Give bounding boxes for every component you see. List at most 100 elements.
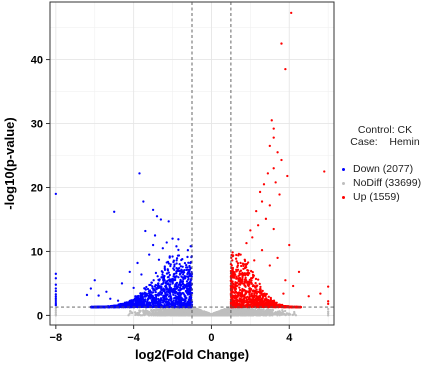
point-down [97,294,100,297]
point-down [152,301,155,304]
point-down [163,268,167,271]
point-nodiff [134,311,137,315]
point-nodiff [174,307,177,311]
point-nodiff [147,313,150,317]
point-up [245,290,248,293]
point-nodiff [265,313,269,317]
point-down [159,218,163,221]
point-nodiff [183,310,186,313]
point-down [120,303,124,306]
point-down [164,285,167,288]
point-nodiff [242,308,245,311]
point-down [178,273,182,276]
point-nodiff [284,313,287,317]
point-down [184,295,187,298]
point-down [171,279,174,282]
point-nodiff [162,308,166,311]
point-nodiff [141,314,144,317]
point-down [167,283,170,286]
point-down [185,296,188,300]
point-nodiff [243,313,246,317]
point-nodiff [172,310,175,313]
point-down [168,278,172,281]
point-nodiff [239,309,242,312]
point-nodiff [167,310,170,313]
point-down [162,297,165,301]
point-down [125,305,128,309]
point-down [186,255,189,259]
point-nodiff [185,312,188,315]
point-down [166,293,169,296]
point-nodiff [129,309,132,313]
point-nodiff [161,313,165,316]
point-down [151,286,154,290]
point-down [172,275,175,278]
point-down [141,293,144,296]
point-nodiff [232,309,236,312]
point-down [154,284,158,287]
point-down [175,257,179,260]
point-down [54,283,57,286]
point-down [143,295,146,298]
point-nodiff [266,310,269,313]
point-down [154,271,158,275]
point-down [140,294,143,298]
point-down [155,288,158,291]
point-nodiff [257,311,260,314]
point-down [148,283,151,287]
point-nodiff [235,311,238,314]
point-nodiff [54,311,57,314]
point-down [54,295,57,298]
point-down [185,287,189,290]
point-down [159,291,162,294]
point-down [163,279,166,282]
point-down [163,303,166,306]
point-nodiff [284,309,287,313]
point-down [176,254,180,257]
point-up [265,292,268,296]
point-nodiff [142,310,145,313]
point-down [169,263,172,266]
point-down [147,297,150,300]
point-down [157,284,160,287]
point-nodiff [246,309,249,313]
point-nodiff [159,312,163,316]
point-down [166,279,169,283]
point-down [142,200,145,203]
point-down [179,299,182,302]
point-down [168,291,172,294]
point-down [179,287,182,290]
point-down [182,287,186,290]
point-down [189,284,192,287]
point-down [136,298,140,301]
point-nodiff [192,311,196,314]
point-down [183,303,186,306]
point-down [124,303,127,307]
point-up [247,280,250,283]
point-down [161,273,164,276]
point-nodiff [269,308,272,312]
point-down [155,300,158,303]
point-nodiff [195,308,199,311]
point-down [113,210,116,213]
point-down [134,303,137,306]
point-down [174,300,178,303]
point-down [116,299,120,302]
point-down [177,276,180,279]
point-down [175,262,178,265]
point-nodiff [294,314,298,317]
point-up [257,297,260,300]
point-nodiff [134,313,137,317]
point-down [167,262,171,265]
point-up [240,273,243,276]
point-down [144,288,147,291]
point-down [167,275,170,279]
point-nodiff [272,312,276,315]
point-nodiff [194,314,198,317]
point-down [54,277,57,280]
point-nodiff [262,308,265,311]
point-up [244,281,248,284]
point-down [151,243,155,247]
point-nodiff [223,310,226,313]
